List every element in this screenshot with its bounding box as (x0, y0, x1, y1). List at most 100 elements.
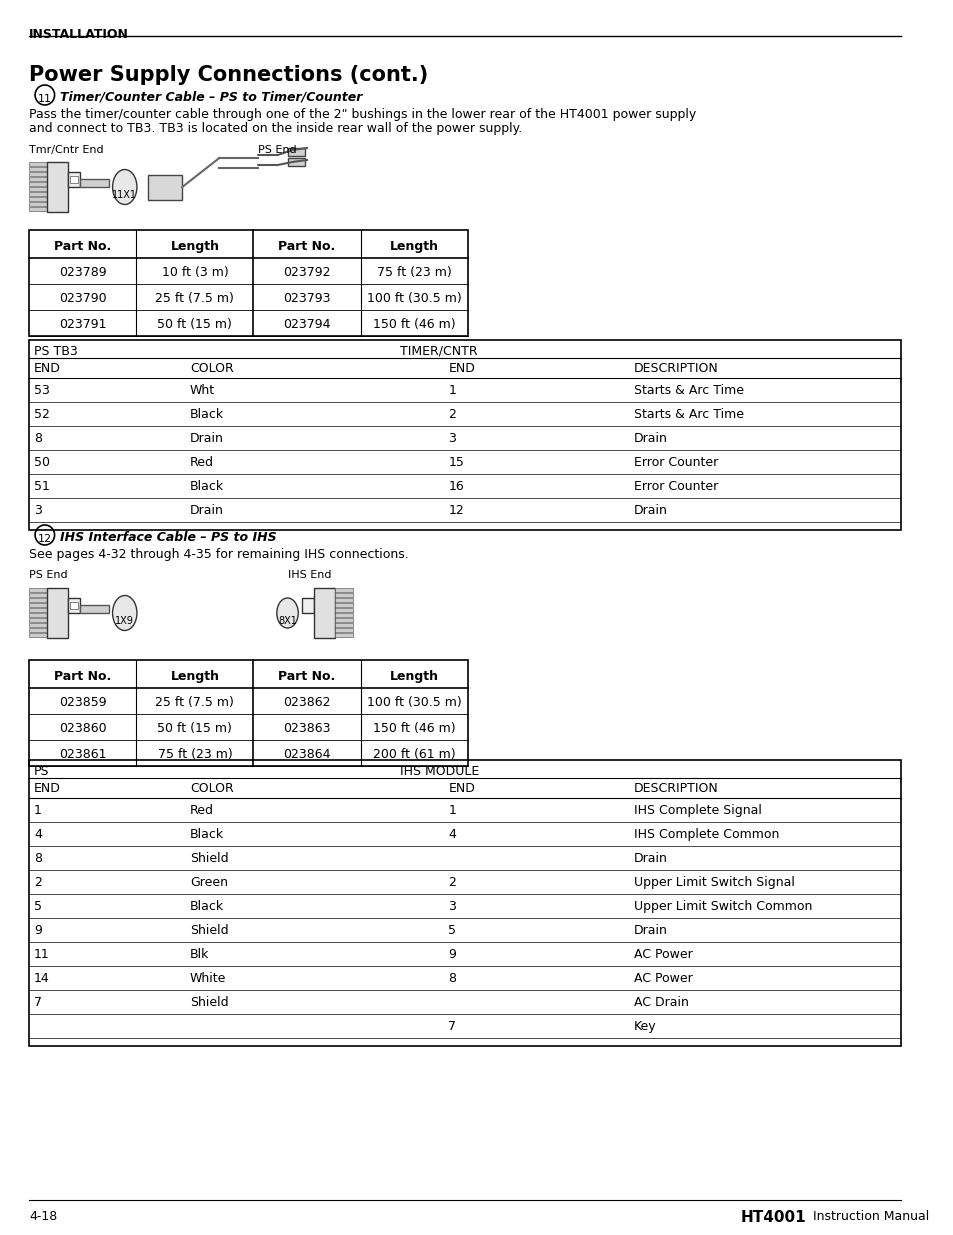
Bar (71, 177, 78, 183)
Text: 12: 12 (38, 534, 51, 543)
Text: 3: 3 (448, 900, 456, 913)
Text: IHS Complete Common: IHS Complete Common (633, 827, 778, 841)
Text: 51: 51 (34, 480, 50, 493)
Text: END: END (448, 362, 475, 375)
Bar (30, 593, 47, 597)
Text: Shield: Shield (190, 852, 229, 864)
Text: 100 ft (30.5 m): 100 ft (30.5 m) (367, 291, 461, 305)
Text: Blk: Blk (190, 948, 210, 961)
Text: 52: 52 (34, 408, 50, 421)
Text: PS End: PS End (258, 144, 296, 156)
Bar (30, 198, 47, 201)
Text: 2: 2 (448, 876, 456, 889)
Bar (335, 608, 353, 613)
Bar (335, 588, 353, 592)
Text: Tmr/Cntr End: Tmr/Cntr End (30, 144, 104, 156)
Text: 150 ft (46 m): 150 ft (46 m) (373, 722, 456, 735)
Text: Black: Black (190, 827, 224, 841)
Text: 200 ft (61 m): 200 ft (61 m) (373, 748, 456, 761)
Bar (30, 659, 467, 766)
Text: AC Drain: AC Drain (633, 995, 688, 1009)
Text: Instruction Manual: Instruction Manual (808, 1210, 928, 1223)
Text: 023792: 023792 (283, 266, 331, 279)
Bar (335, 618, 353, 622)
Bar (287, 148, 305, 156)
Text: Green: Green (190, 876, 228, 889)
Text: AC Power: AC Power (633, 948, 692, 961)
Text: Drain: Drain (633, 852, 667, 864)
Bar (335, 598, 353, 601)
Text: END: END (34, 362, 61, 375)
Text: 023864: 023864 (283, 748, 331, 761)
Text: Starts & Arc Time: Starts & Arc Time (633, 384, 742, 396)
Text: AC Power: AC Power (633, 972, 692, 986)
Bar (30, 230, 467, 336)
Text: Timer/Counter Cable – PS to Timer/Counter: Timer/Counter Cable – PS to Timer/Counte… (60, 91, 362, 104)
Text: Black: Black (190, 900, 224, 913)
Bar (30, 634, 47, 637)
Text: Drain: Drain (190, 432, 224, 445)
Text: 2: 2 (448, 408, 456, 421)
Text: 023793: 023793 (283, 291, 331, 305)
Ellipse shape (112, 169, 137, 205)
Text: 25 ft (7.5 m): 25 ft (7.5 m) (155, 697, 234, 709)
Text: PS TB3: PS TB3 (34, 345, 78, 358)
Text: COLOR: COLOR (190, 782, 233, 795)
Text: 8: 8 (34, 432, 42, 445)
Text: and connect to TB3. TB3 is located on the inside rear wall of the power supply.: and connect to TB3. TB3 is located on th… (30, 122, 522, 135)
Bar (30, 340, 900, 530)
Text: 5: 5 (34, 900, 42, 913)
Bar (47, 162, 69, 212)
Text: 023859: 023859 (59, 697, 107, 709)
Text: 100 ft (30.5 m): 100 ft (30.5 m) (367, 697, 461, 709)
Text: 11: 11 (38, 94, 51, 104)
Text: White: White (190, 972, 226, 986)
Text: DESCRIPTION: DESCRIPTION (633, 362, 718, 375)
Text: DESCRIPTION: DESCRIPTION (633, 782, 718, 795)
Text: Drain: Drain (190, 504, 224, 517)
Text: 9: 9 (34, 924, 42, 937)
Bar (30, 207, 47, 211)
Bar (30, 177, 47, 182)
Text: Drain: Drain (633, 432, 667, 445)
Text: Drain: Drain (633, 924, 667, 937)
Text: 8: 8 (34, 852, 42, 864)
Text: PS: PS (34, 764, 50, 778)
Bar (30, 598, 47, 601)
Bar (71, 601, 78, 609)
Text: Black: Black (190, 408, 224, 421)
Bar (30, 588, 47, 592)
Text: 4-18: 4-18 (30, 1210, 57, 1223)
Text: Red: Red (190, 804, 213, 818)
Text: 75 ft (23 m): 75 ft (23 m) (157, 748, 233, 761)
Text: IHS Interface Cable – PS to IHS: IHS Interface Cable – PS to IHS (60, 531, 276, 543)
Text: Pass the timer/counter cable through one of the 2" bushings in the lower rear of: Pass the timer/counter cable through one… (30, 107, 696, 121)
Text: IHS End: IHS End (287, 571, 331, 580)
Text: Part No.: Part No. (54, 240, 112, 253)
Bar (69, 172, 80, 186)
Text: 25 ft (7.5 m): 25 ft (7.5 m) (155, 291, 234, 305)
Text: TIMER/CNTR: TIMER/CNTR (399, 345, 476, 358)
Bar (30, 618, 47, 622)
Text: 023863: 023863 (283, 722, 331, 735)
Text: 16: 16 (448, 480, 463, 493)
Bar (30, 203, 47, 206)
Text: Drain: Drain (633, 504, 667, 517)
Text: Starts & Arc Time: Starts & Arc Time (633, 408, 742, 421)
Bar (335, 613, 353, 618)
Text: 023861: 023861 (59, 748, 107, 761)
Text: 5: 5 (448, 924, 456, 937)
Text: Shield: Shield (190, 924, 229, 937)
Bar (335, 593, 353, 597)
Bar (30, 603, 47, 606)
Text: 50 ft (15 m): 50 ft (15 m) (157, 722, 233, 735)
Text: Part No.: Part No. (278, 240, 335, 253)
Bar (80, 605, 109, 613)
Bar (69, 598, 80, 613)
Text: 8: 8 (448, 972, 456, 986)
Text: 50 ft (15 m): 50 ft (15 m) (157, 317, 233, 331)
Text: Length: Length (171, 671, 219, 683)
Text: 7: 7 (448, 1020, 456, 1032)
Text: 50: 50 (34, 456, 51, 469)
Text: 12: 12 (448, 504, 463, 517)
